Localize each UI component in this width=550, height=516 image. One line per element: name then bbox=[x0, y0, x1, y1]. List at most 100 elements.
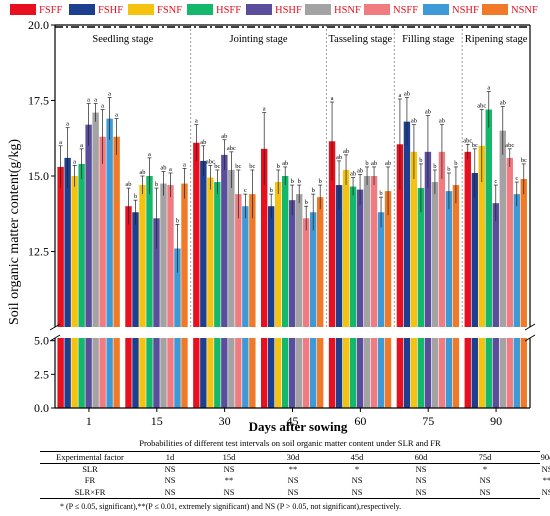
bar-lower bbox=[431, 338, 439, 408]
table-rule-top bbox=[40, 451, 540, 452]
significance-letter: a bbox=[66, 121, 69, 128]
y-tick-label: 0.0 bbox=[34, 401, 49, 415]
x-tick-label: 75 bbox=[422, 414, 434, 428]
bar bbox=[64, 157, 71, 327]
legend-swatch bbox=[482, 4, 508, 15]
significance-letter: b bbox=[277, 163, 280, 170]
bar bbox=[492, 203, 499, 327]
table-cell: NS bbox=[223, 463, 235, 474]
significance-letter: a bbox=[80, 142, 83, 149]
legend-label: FSHF bbox=[98, 5, 123, 16]
y-tick-label: 5.0 bbox=[34, 334, 49, 348]
significance-letter: ab bbox=[357, 167, 363, 174]
x-tick-label: 90 bbox=[490, 414, 502, 428]
bar-lower bbox=[249, 338, 256, 408]
bar-lower bbox=[200, 338, 207, 408]
table-cell: NS bbox=[351, 475, 363, 485]
bar bbox=[275, 182, 282, 327]
table-header: 90d bbox=[540, 452, 550, 462]
legend-swatch bbox=[10, 4, 36, 15]
bar-lower bbox=[410, 338, 418, 408]
table-cell: NS bbox=[479, 475, 491, 485]
table-row: SLR NS NS ** * NS * NS bbox=[40, 463, 550, 476]
bar-lower bbox=[167, 338, 174, 408]
bar bbox=[317, 197, 324, 327]
bar-lower bbox=[85, 338, 92, 408]
significance-letter: ab bbox=[343, 148, 349, 155]
bar-lower bbox=[506, 338, 513, 408]
bar-lower bbox=[513, 338, 520, 408]
axis-break-gap bbox=[47, 328, 538, 337]
bar-lower bbox=[289, 338, 296, 408]
bar-lower bbox=[520, 338, 527, 408]
bar-lower bbox=[349, 338, 357, 408]
legend-swatch bbox=[305, 4, 331, 15]
significance-letter: a bbox=[73, 158, 76, 165]
bar-lower bbox=[153, 338, 160, 408]
significance-letter: bc bbox=[214, 163, 220, 170]
x-axis-label: Days after sowing bbox=[249, 419, 348, 434]
significance-letter: abc bbox=[227, 145, 236, 152]
table-header: 15d bbox=[222, 452, 236, 462]
significance-letter: ab bbox=[336, 154, 342, 161]
table-cell: NS bbox=[541, 486, 550, 497]
significance-letter: b bbox=[270, 187, 273, 194]
bar bbox=[384, 191, 392, 327]
table-rule-mid bbox=[40, 463, 540, 464]
bar-lower bbox=[438, 338, 446, 408]
table-header: Experimental factor bbox=[56, 452, 124, 462]
significance-letter: bc bbox=[235, 163, 241, 170]
significance-letter: a bbox=[148, 151, 151, 158]
table-cell: SLR×FR bbox=[74, 486, 106, 497]
bar bbox=[99, 136, 106, 327]
bar bbox=[207, 177, 214, 327]
significance-letter: b bbox=[155, 181, 158, 188]
significance-letter: bc bbox=[249, 163, 255, 170]
significance-letter: a bbox=[59, 139, 62, 146]
bar bbox=[235, 194, 242, 327]
table-header: 75d bbox=[478, 452, 492, 462]
bar bbox=[370, 176, 378, 327]
table-cell: NS bbox=[415, 475, 427, 485]
bar-lower bbox=[71, 338, 78, 408]
break-mark bbox=[524, 334, 536, 342]
bar-chart: FSFF FSHF FSNF HSFF HSHF HSNF NSFF NSHF NSNF See… bbox=[7, 4, 538, 434]
table-title: Probabilities of different test interval… bbox=[139, 438, 441, 448]
bar-lower bbox=[92, 338, 99, 408]
table-footnote: * (P ≤ 0.05, significant),**(P ≤ 0.01, e… bbox=[60, 502, 402, 511]
significance-letter: a bbox=[263, 106, 266, 113]
significance-letter: ab bbox=[371, 160, 377, 167]
bar bbox=[85, 124, 92, 327]
significance-letter: b bbox=[447, 166, 450, 173]
significance-letter: abc bbox=[206, 158, 215, 165]
table-row: FR NS ** NS NS NS NS ** bbox=[40, 475, 550, 487]
bar bbox=[92, 112, 99, 327]
significance-letter: ab bbox=[221, 133, 227, 140]
table-header-row: Experimental factor 1d 15d 30d 45d 60d 7… bbox=[40, 452, 550, 464]
bar bbox=[328, 141, 336, 327]
table-cell: NS bbox=[223, 486, 235, 497]
significance-letter: ab bbox=[139, 169, 145, 176]
bar bbox=[78, 163, 85, 327]
significance-letter: ab bbox=[500, 100, 506, 107]
bar-lower bbox=[328, 338, 336, 408]
significance-letter: abc bbox=[463, 137, 472, 144]
x-tick-label: 15 bbox=[151, 414, 163, 428]
table-cell: FR bbox=[84, 475, 96, 485]
bar-lower bbox=[160, 338, 167, 408]
significance-letter: a bbox=[108, 90, 111, 97]
bar-lower bbox=[317, 338, 324, 408]
bar-lower bbox=[57, 338, 64, 408]
bar-lower bbox=[342, 338, 350, 408]
bar-lower bbox=[78, 338, 85, 408]
table-cell: NS bbox=[415, 486, 427, 497]
bar-lower bbox=[261, 338, 268, 408]
bar-lower bbox=[335, 338, 343, 408]
bar bbox=[410, 151, 418, 327]
significance-letter: b bbox=[454, 160, 457, 167]
bar-lower bbox=[303, 338, 310, 408]
significance-letter: a bbox=[115, 112, 118, 119]
y-tick-label: 17.5 bbox=[28, 94, 49, 108]
significance-letter: c bbox=[515, 175, 518, 182]
significance-letter: b bbox=[379, 190, 382, 197]
